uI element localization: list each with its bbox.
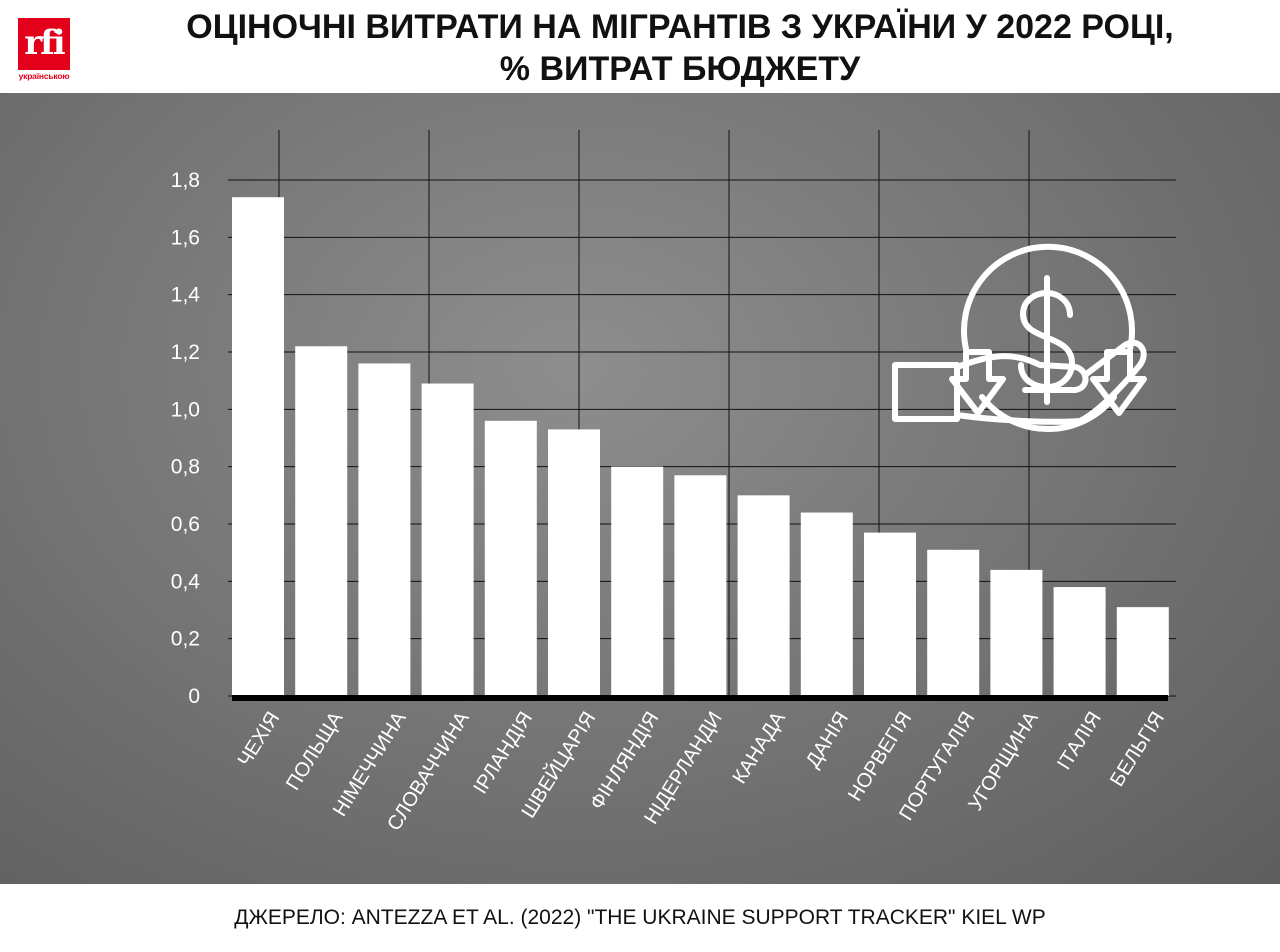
x-category-label: БЕЛЬГІЯ [1106, 708, 1169, 791]
bar [358, 363, 411, 696]
y-tick-label: 1,2 [171, 341, 200, 364]
y-tick-label: 0,8 [171, 456, 200, 479]
bar [484, 420, 537, 696]
bars [232, 197, 1169, 696]
money-in-hand-icon [892, 243, 1147, 433]
bar [674, 475, 727, 696]
bar [1116, 607, 1169, 696]
chart-title-line-1: ОЦІНОЧНІ ВИТРАТИ НА МІГРАНТІВ З УКРАЇНИ … [186, 8, 1174, 46]
y-tick-label: 0 [188, 685, 200, 708]
bar [990, 569, 1043, 696]
y-tick-label: 1,8 [171, 169, 200, 192]
x-category-label: КАНАДА [729, 707, 791, 787]
x-category-label: ПОЛЬЩА [282, 707, 348, 794]
bar [421, 383, 474, 696]
bar [1053, 587, 1106, 696]
header: rfi українською ОЦІНОЧНІ ВИТРАТИ НА МІГР… [0, 0, 1280, 93]
bar [232, 197, 284, 696]
y-tick-label: 1,6 [171, 226, 200, 249]
source-footer: ДЖЕРЕЛО: ANTEZZA ET AL. (2022) "THE UKRA… [0, 884, 1280, 952]
x-axis-labels: ЧЕХІЯПОЛЬЩАНІМЕЧЧИНАСЛОВАЧЧИНАІРЛАНДІЯШВ… [234, 707, 1169, 835]
x-category-label: ДАНІЯ [802, 708, 853, 772]
y-axis-ticks: 0 0,2 0,4 0,6 0,8 1,0 1,2 1,4 1,6 1,8 [171, 169, 201, 708]
bar-chart: 0 0,2 0,4 0,6 0,8 1,0 1,2 1,4 1,6 1,8 ЧЕХІЯПОЛЬЩА… [171, 130, 1176, 835]
bar [864, 532, 916, 696]
bar [800, 512, 853, 696]
y-tick-label: 1,0 [171, 398, 200, 421]
bar [927, 549, 980, 696]
chart-title-line-2: % ВИТРАТ БЮДЖЕТУ [499, 50, 861, 88]
y-tick-label: 0,6 [171, 513, 200, 536]
rfi-logo: rfi українською [18, 18, 70, 81]
bar [737, 495, 790, 696]
y-tick-label: 0,2 [171, 628, 200, 651]
bar [611, 466, 664, 696]
bar [548, 429, 600, 696]
x-category-label: ІТАЛІЯ [1053, 708, 1106, 774]
y-tick-label: 1,4 [171, 284, 201, 307]
x-category-label: ІРЛАНДІЯ [470, 708, 538, 798]
rfi-logo-subtitle: українською [18, 71, 70, 81]
chart-title: ОЦІНОЧНІ ВИТРАТИ НА МІГРАНТІВ З УКРАЇНИ … [95, 6, 1265, 90]
x-category-label: НОРВЕГІЯ [844, 708, 916, 805]
bar [295, 346, 348, 696]
y-tick-label: 0,4 [171, 570, 201, 593]
x-category-label: ЧЕХІЯ [234, 708, 284, 771]
rfi-logo-mark: rfi [18, 18, 70, 70]
